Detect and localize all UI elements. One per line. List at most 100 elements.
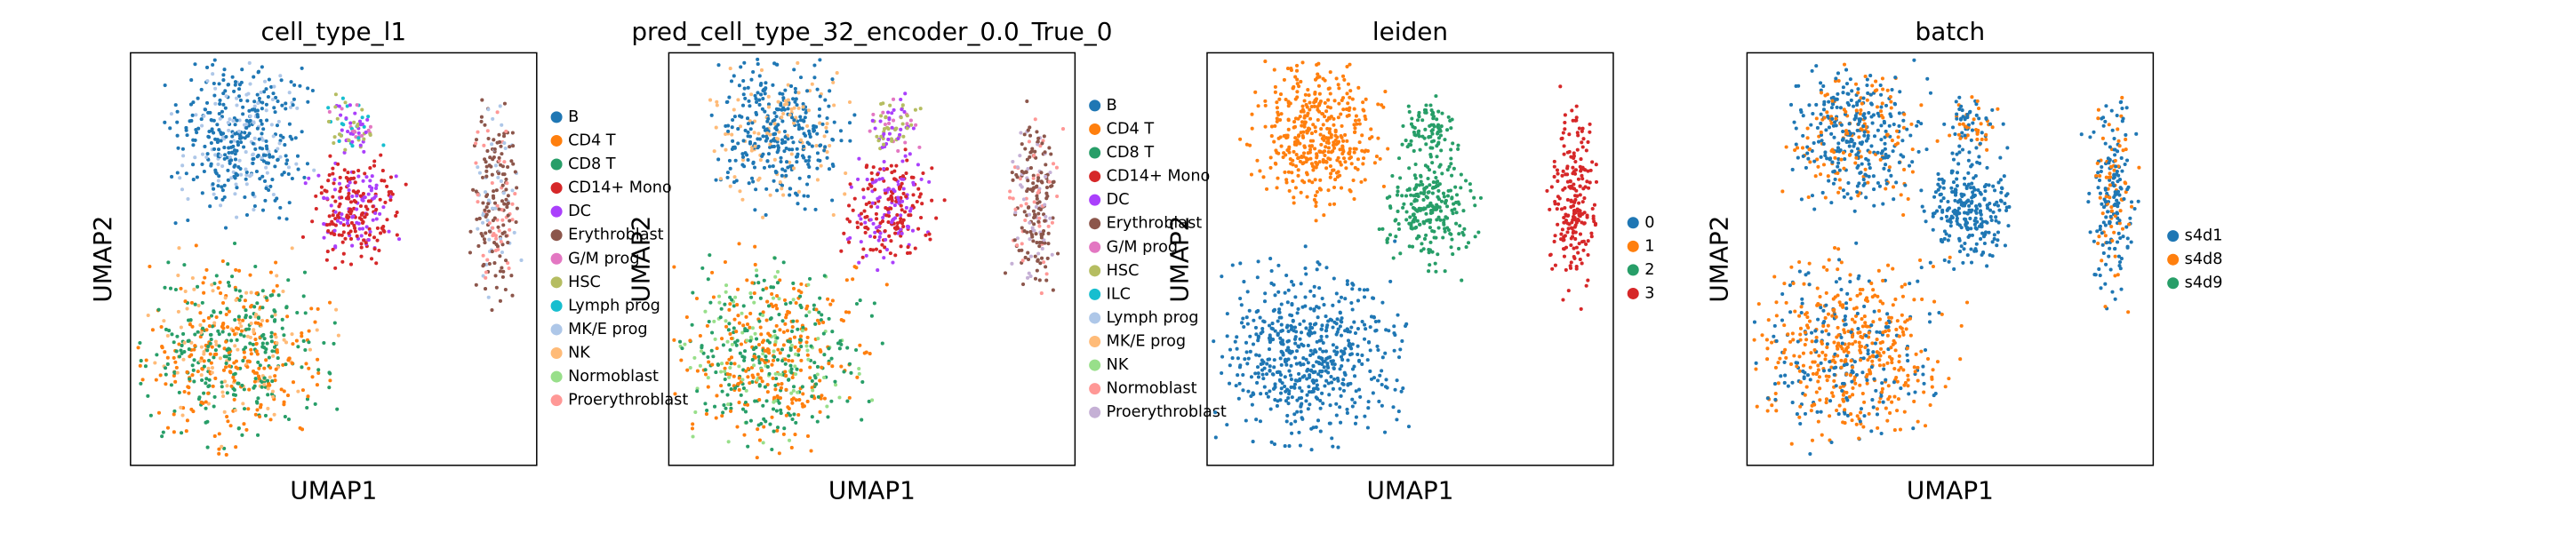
cell-point <box>365 207 370 211</box>
cell-point <box>213 376 218 380</box>
cell-point <box>233 148 237 153</box>
cell-point <box>1295 311 1300 315</box>
cell-point <box>212 434 217 439</box>
cell-point <box>196 303 201 308</box>
cell-point <box>173 379 178 384</box>
cell-point <box>1395 193 1400 197</box>
cell-point <box>736 141 740 146</box>
cell-point <box>812 303 816 307</box>
cell-point <box>751 179 756 184</box>
cell-point <box>1293 186 1298 190</box>
cell-point <box>1869 115 1874 119</box>
cell-point <box>163 285 167 290</box>
cell-point <box>880 341 884 346</box>
cell-point <box>1411 219 1415 224</box>
cell-point <box>505 181 509 186</box>
cell-point <box>284 362 288 367</box>
cell-point <box>1013 211 1018 215</box>
cell-point <box>796 202 800 206</box>
cell-point <box>1436 252 1440 257</box>
cell-point <box>1806 195 1811 200</box>
cell-point <box>818 296 822 300</box>
cell-point <box>222 346 227 351</box>
cell-point <box>725 175 730 179</box>
cell-point <box>1313 130 1318 134</box>
cell-point <box>252 203 257 209</box>
cell-point <box>749 148 754 153</box>
legend-marker <box>1089 241 1101 253</box>
cell-point <box>847 240 852 244</box>
cell-point <box>1569 260 1573 265</box>
cell-point <box>1356 85 1361 90</box>
cell-point <box>331 166 335 171</box>
cell-point <box>1464 245 1468 250</box>
cell-point <box>1332 99 1337 103</box>
cell-point <box>718 315 723 320</box>
cell-point <box>305 162 310 166</box>
cell-point <box>230 134 235 139</box>
cell-point <box>1019 131 1023 135</box>
cell-point <box>1813 174 1818 179</box>
cell-point <box>724 290 728 294</box>
cell-point <box>891 118 896 123</box>
cell-point <box>284 306 289 310</box>
cell-point <box>1334 352 1339 357</box>
cell-point <box>804 340 809 345</box>
cell-point <box>244 177 248 181</box>
cell-point <box>163 366 168 370</box>
cell-point <box>256 360 260 364</box>
cell-point <box>784 302 788 306</box>
cell-point <box>501 223 506 227</box>
cell-point <box>1355 122 1359 126</box>
cell-point <box>1225 423 1229 427</box>
cell-point <box>755 378 759 382</box>
cell-point <box>1021 282 1026 287</box>
cell-point <box>156 307 161 312</box>
cell-point <box>1022 210 1027 214</box>
cell-point <box>209 338 213 342</box>
cell-point <box>900 107 904 112</box>
cell-point <box>1345 279 1349 283</box>
cell-point <box>768 132 772 137</box>
cell-point <box>224 134 228 139</box>
cell-point <box>173 360 178 364</box>
cell-point <box>1235 346 1239 351</box>
cell-point <box>1868 74 1873 78</box>
cell-point <box>800 402 804 406</box>
cell-point <box>266 406 270 410</box>
cell-point <box>485 148 490 154</box>
cell-point <box>1332 349 1337 354</box>
legend-marker <box>550 182 563 195</box>
cell-point <box>1357 122 1362 126</box>
cell-point <box>842 370 846 374</box>
cell-point <box>884 237 888 242</box>
cell-point <box>1268 389 1272 394</box>
cell-point <box>1384 328 1388 332</box>
legend-label: ILC <box>1107 285 1131 303</box>
cell-point <box>1036 136 1041 140</box>
cell-point <box>1290 171 1294 175</box>
cell-point <box>264 358 268 362</box>
cell-point <box>258 146 262 150</box>
cell-point <box>783 362 788 366</box>
cell-point <box>1859 108 1863 113</box>
cell-point <box>1234 384 1238 388</box>
cell-point <box>1035 268 1039 273</box>
cell-point <box>498 254 502 259</box>
cell-point <box>1559 137 1564 141</box>
cell-point <box>772 343 777 347</box>
cell-point <box>216 179 220 183</box>
cell-point <box>1212 339 1216 344</box>
cell-point <box>1273 90 1277 94</box>
cell-point <box>1363 414 1367 418</box>
cell-point <box>1243 357 1247 362</box>
cell-point <box>260 107 264 111</box>
cell-point <box>234 182 238 187</box>
cell-point <box>484 275 488 280</box>
cell-point <box>760 107 764 111</box>
cell-point <box>1272 358 1276 362</box>
cell-point <box>1310 378 1315 383</box>
cell-point <box>894 163 899 168</box>
cell-point <box>1907 163 1912 168</box>
